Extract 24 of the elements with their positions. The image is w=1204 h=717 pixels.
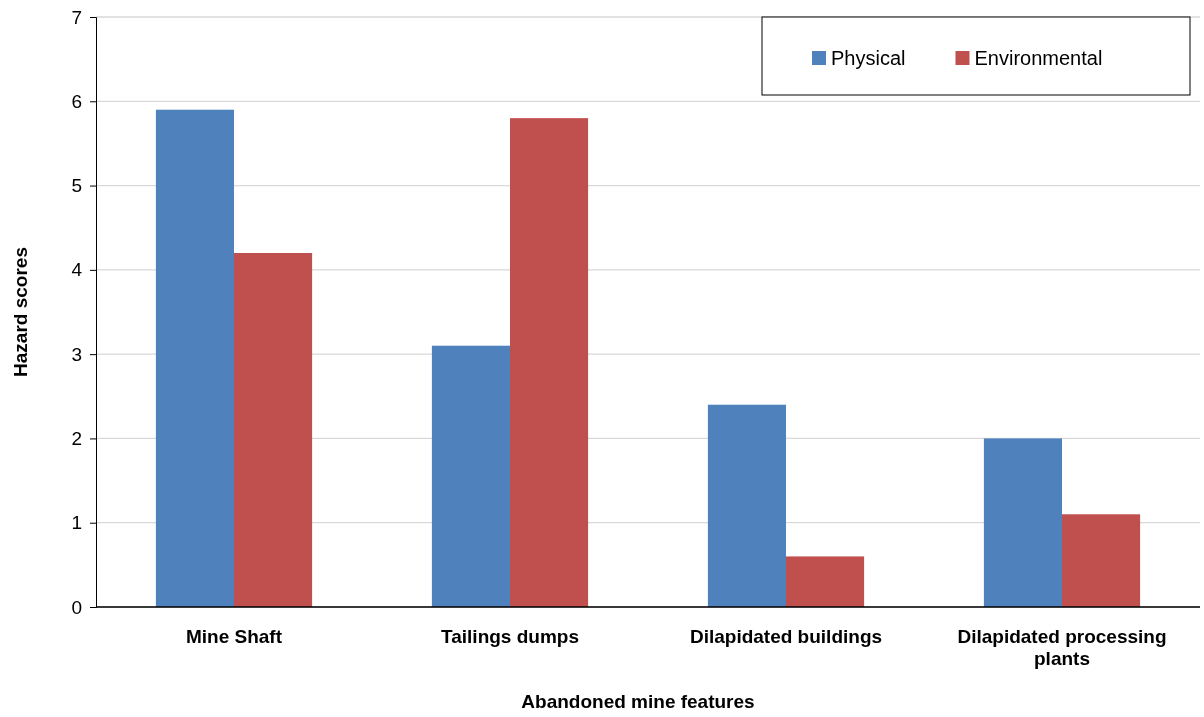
y-tick-label: 3 bbox=[71, 343, 82, 365]
y-axis-title: Hazard scores bbox=[10, 247, 31, 377]
bar bbox=[1062, 514, 1141, 607]
legend-label: Environmental bbox=[974, 47, 1103, 69]
bar bbox=[786, 556, 865, 607]
bar bbox=[510, 118, 589, 607]
bar bbox=[431, 345, 510, 607]
x-tick-label: Dilapidated buildings bbox=[689, 626, 883, 647]
x-tick-label: Tailings dumps bbox=[441, 626, 579, 647]
bar bbox=[234, 253, 313, 607]
y-tick-label: 5 bbox=[71, 175, 82, 197]
bar bbox=[155, 109, 234, 607]
y-tick-label: 6 bbox=[71, 90, 82, 112]
legend-label: Physical bbox=[831, 47, 906, 69]
y-tick-label: 2 bbox=[71, 428, 82, 450]
bar bbox=[983, 438, 1062, 607]
x-tick-label: Dilapidated processing plants bbox=[957, 626, 1167, 669]
y-tick-label: 0 bbox=[71, 596, 82, 618]
y-tick-label: 1 bbox=[71, 512, 82, 534]
y-tick-label: 7 bbox=[71, 6, 82, 28]
y-tick-label: 4 bbox=[71, 259, 83, 281]
x-tick-label: Mine Shaft bbox=[185, 626, 283, 647]
x-axis-title: Abandoned mine features bbox=[521, 691, 755, 712]
bar bbox=[707, 404, 786, 607]
